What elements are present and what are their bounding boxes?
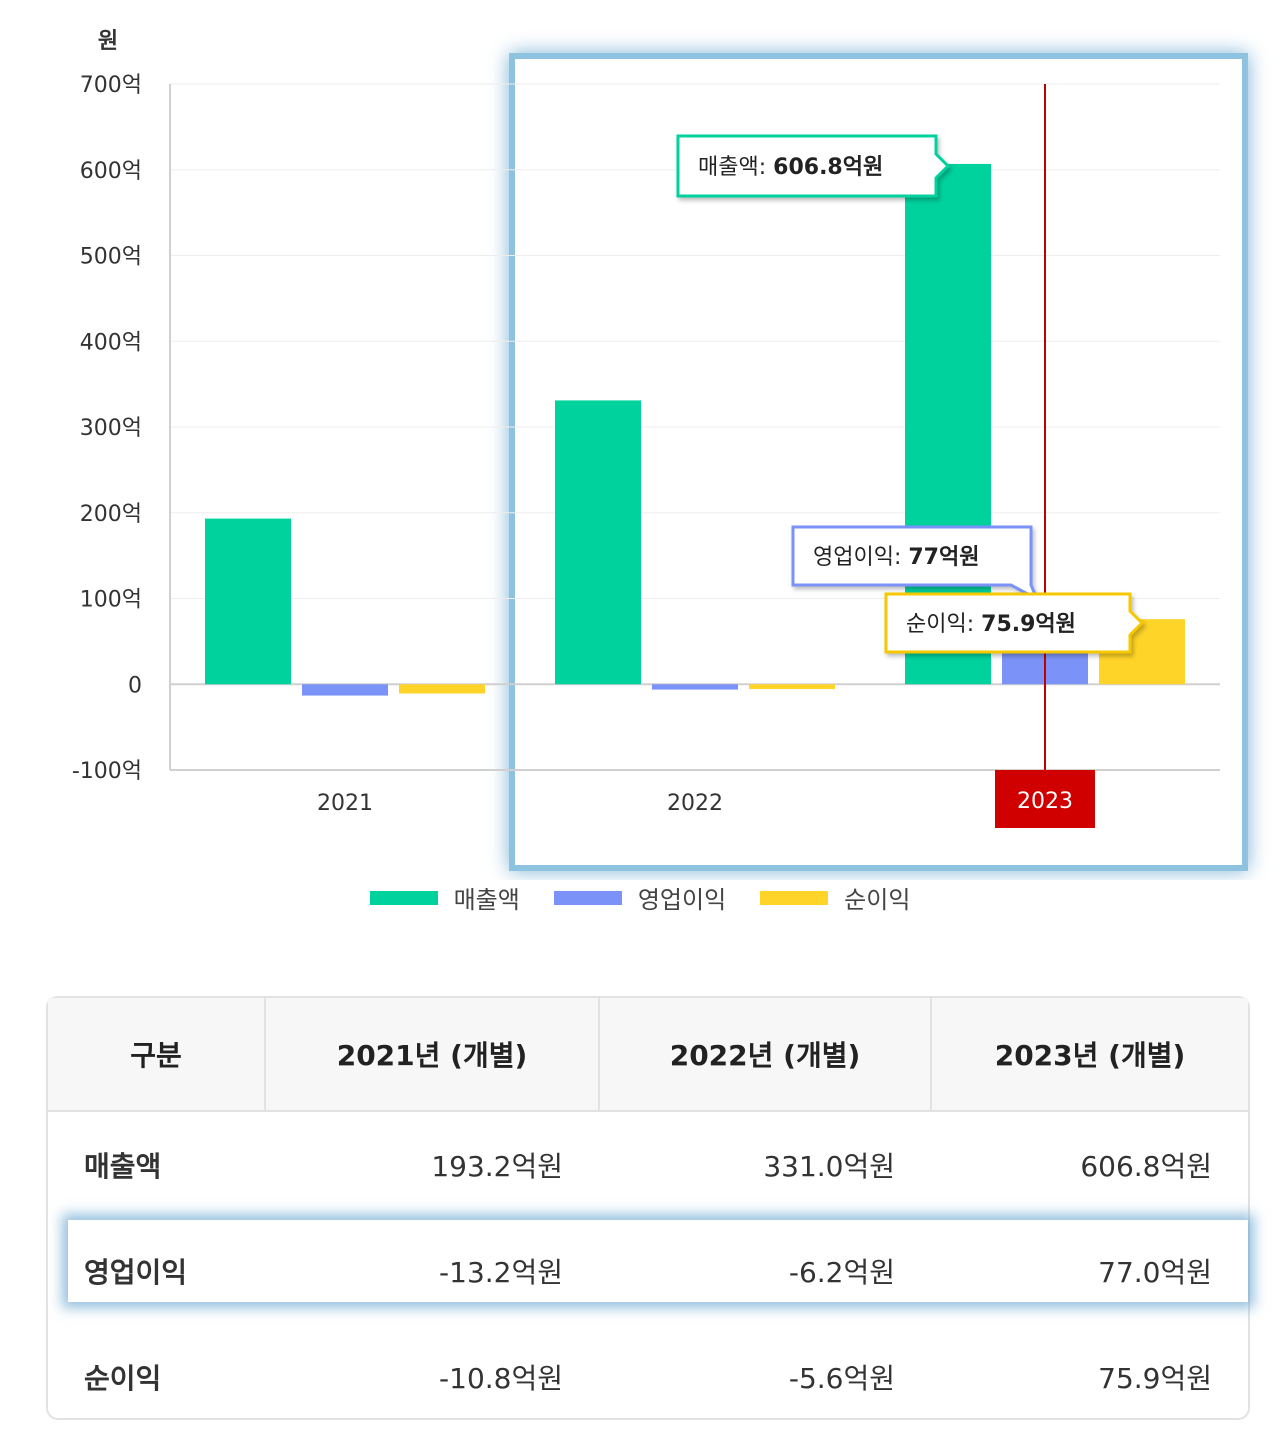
y-tick-label: 100억 xyxy=(80,588,142,613)
table-row: 순이익 -10.8억원 -5.6억원 75.9억원 xyxy=(48,1324,1248,1430)
table-header-category: 구분 xyxy=(48,998,266,1112)
tooltip-box-0 xyxy=(676,134,951,198)
row-label-revenue: 매출액 xyxy=(84,1150,162,1183)
legend-label-net-income: 순이익 xyxy=(844,886,911,914)
table-header-2022: 2022년 (개별) xyxy=(599,998,932,1112)
bar-2022-series-2 xyxy=(749,684,835,690)
cell-revenue-2023: 606.8억원 xyxy=(1080,1150,1212,1183)
y-tick-label: 0 xyxy=(128,673,142,698)
x-label-highlight-box xyxy=(995,770,1095,828)
y-tick-label: 700억 xyxy=(80,73,142,98)
bar-2022-series-0 xyxy=(555,400,641,685)
cell-operating-profit-2021: -13.2억원 xyxy=(265,1218,599,1324)
tooltip-text-2: 순이익: 75.9억원 xyxy=(906,612,1076,637)
tooltip-text-0: 매출액: 606.8억원 xyxy=(698,155,883,180)
cell-revenue-2022: 331.0억원 xyxy=(763,1150,895,1183)
legend-label-operating-profit: 영업이익 xyxy=(637,886,727,914)
y-tick-label: 400억 xyxy=(80,330,142,355)
x-tick-label-2021: 2021 xyxy=(317,791,373,816)
table-row-highlighted: 영업이익 -13.2억원 -6.2억원 77.0억원 xyxy=(48,1218,1248,1324)
tooltip-box-2 xyxy=(884,592,1145,654)
financial-table-container: 구분 2021년 (개별) 2022년 (개별) 2023년 (개별) 매출액 … xyxy=(46,996,1250,1420)
legend-item-net-income[interactable]: 순이익 xyxy=(760,880,910,915)
row-label-net-income: 순이익 xyxy=(84,1362,162,1395)
y-tick-label: -100억 xyxy=(72,759,142,784)
legend-label-revenue: 매출액 xyxy=(453,886,520,914)
cell-net-income-2021: -10.8억원 xyxy=(439,1362,563,1395)
legend-item-revenue[interactable]: 매출액 xyxy=(369,880,520,915)
y-axis-unit-label: 원 xyxy=(98,29,118,54)
row-label-operating-profit: 영업이익 xyxy=(48,1218,265,1324)
bar-2021-series-1 xyxy=(302,684,388,696)
x-tick-label-2022: 2022 xyxy=(667,791,723,816)
legend-swatch-revenue xyxy=(369,890,438,905)
bar-2021-series-0 xyxy=(205,518,291,685)
legend-item-operating-profit[interactable]: 영업이익 xyxy=(553,880,727,915)
cell-net-income-2023: 75.9억원 xyxy=(1098,1362,1212,1395)
cell-operating-profit-2022: -6.2억원 xyxy=(599,1218,931,1324)
x-tick-label-2023: 2023 xyxy=(1017,789,1073,814)
table-header-2021: 2021년 (개별) xyxy=(265,998,600,1112)
y-tick-label: 200억 xyxy=(80,502,142,527)
chart-legend: 매출액 영업이익 순이익 xyxy=(0,880,1280,915)
bar-2021-series-2 xyxy=(399,684,485,694)
y-tick-label: 600억 xyxy=(80,159,142,184)
cell-revenue-2021: 193.2억원 xyxy=(431,1150,563,1183)
financial-table: 구분 2021년 (개별) 2022년 (개별) 2023년 (개별) 매출액 … xyxy=(48,998,1248,1430)
cell-net-income-2022: -5.6억원 xyxy=(788,1362,895,1395)
bar-2022-series-1 xyxy=(652,684,738,690)
cell-operating-profit-2023: 77.0억원 xyxy=(931,1218,1248,1324)
y-tick-label: 300억 xyxy=(80,416,142,441)
y-tick-label: 500억 xyxy=(80,245,142,270)
bar-chart: 700억 600억 500억 400억 300억 200억 100억 0 -100억 원 2021 2… xyxy=(72,29,1248,871)
tooltip-text-1: 영업이익: 77억원 xyxy=(813,545,979,570)
legend-swatch-net-income xyxy=(760,890,829,905)
table-header-2023: 2023년 (개별) xyxy=(931,998,1248,1112)
table-row: 매출액 193.2억원 331.0억원 606.8억원 xyxy=(48,1111,1248,1218)
table-header-row: 구분 2021년 (개별) 2022년 (개별) 2023년 (개별) xyxy=(48,998,1248,1112)
legend-swatch-operating-profit xyxy=(553,890,622,905)
